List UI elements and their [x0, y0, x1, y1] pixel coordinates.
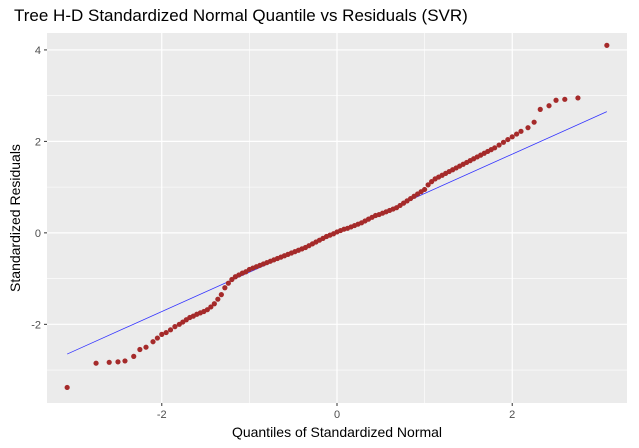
- data-point: [422, 186, 428, 193]
- data-point: [159, 331, 165, 337]
- data-point: [429, 179, 435, 185]
- data-point: [229, 276, 235, 283]
- data-point: [514, 131, 520, 137]
- y-tick-label: 0: [35, 228, 41, 240]
- data-point: [496, 142, 502, 148]
- data-point: [204, 307, 210, 313]
- data-points: [64, 42, 610, 391]
- data-point: [218, 292, 224, 298]
- x-tick-label: 2: [509, 409, 515, 421]
- x-tick-label: 0: [334, 409, 340, 421]
- data-point: [562, 96, 568, 102]
- data-point: [546, 103, 552, 109]
- data-point: [115, 359, 121, 365]
- data-point: [172, 324, 178, 330]
- y-axis-ticks: -2 0 2 4: [31, 45, 47, 331]
- data-point: [518, 128, 524, 134]
- data-point: [150, 339, 156, 345]
- y-tick-label: -2: [31, 319, 41, 331]
- data-point: [137, 346, 143, 353]
- data-point: [131, 353, 137, 359]
- data-point: [225, 280, 231, 286]
- data-point: [425, 182, 431, 188]
- data-point: [500, 139, 507, 145]
- data-point: [505, 136, 511, 143]
- chart-title: Tree H-D Standardized Normal Quantile vs…: [14, 6, 468, 25]
- data-point: [222, 285, 228, 291]
- y-tick-label: 2: [35, 136, 41, 148]
- data-point: [64, 384, 70, 391]
- data-point: [215, 296, 221, 302]
- data-point: [122, 358, 128, 364]
- data-point: [106, 359, 112, 365]
- x-axis-title: Quantiles of Standardized Normal: [232, 424, 442, 440]
- x-tick-label: -2: [157, 409, 167, 421]
- data-point: [604, 42, 610, 48]
- data-point: [553, 97, 559, 103]
- data-point: [211, 301, 217, 307]
- data-point: [525, 125, 531, 131]
- data-point: [575, 95, 581, 101]
- data-point: [509, 134, 515, 140]
- data-point: [531, 119, 537, 125]
- data-point: [163, 329, 169, 336]
- data-point: [208, 304, 214, 310]
- data-point: [537, 106, 543, 112]
- y-tick-label: 4: [35, 45, 41, 57]
- data-point: [93, 360, 99, 366]
- y-axis-title: Standardized Residuals: [7, 144, 23, 292]
- x-axis-ticks: -2 0 2: [157, 403, 515, 421]
- data-point: [492, 145, 498, 151]
- major-gridlines: [47, 33, 627, 403]
- data-point: [154, 335, 160, 341]
- data-point: [167, 327, 174, 333]
- data-point: [143, 344, 149, 350]
